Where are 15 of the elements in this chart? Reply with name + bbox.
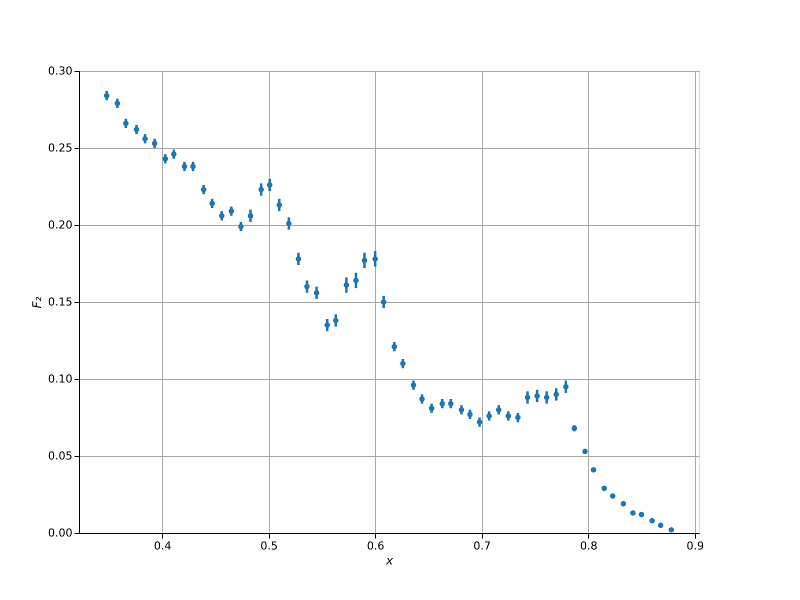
y-tick-label: 0.15: [48, 296, 72, 308]
x-tick-label: 0.9: [686, 540, 704, 552]
x-tick-label: 0.6: [366, 540, 384, 552]
x-tick-label: 0.8: [580, 540, 598, 552]
y-tick-label: 0.30: [48, 64, 72, 78]
y-tick-label: 0.05: [48, 450, 72, 462]
y-axis-title: F₂: [30, 296, 44, 308]
y-tick-label: 0.20: [48, 218, 72, 232]
x-tick-label: 0.7: [473, 540, 491, 552]
x-tick-label: 0.4: [154, 540, 172, 552]
x-tick-label: 0.5: [260, 540, 278, 552]
x-axis-title: x: [384, 554, 394, 568]
y-tick-label: 0.10: [48, 372, 72, 386]
y-tick-label: 0.25: [48, 142, 72, 154]
y-tick-label: 0.00: [48, 526, 72, 540]
